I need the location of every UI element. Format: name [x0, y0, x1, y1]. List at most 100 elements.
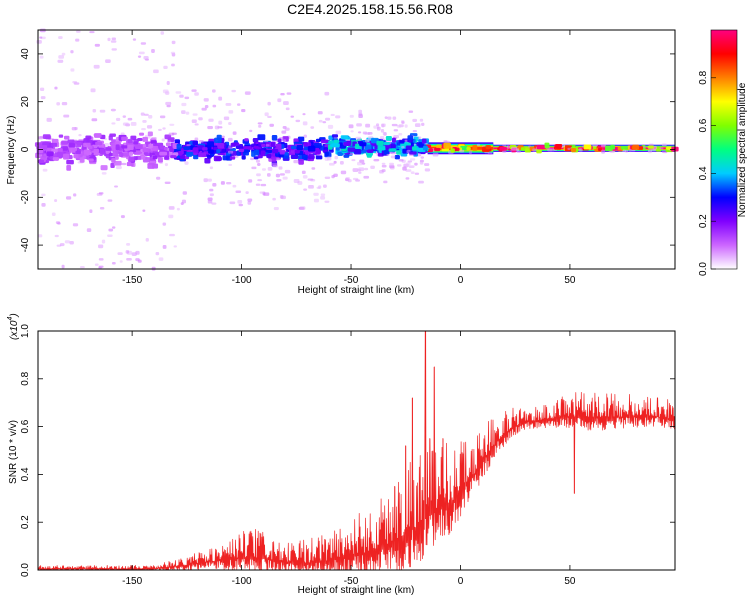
spectrogram-cell — [379, 136, 385, 140]
svg-text:(x104): (x104) — [7, 313, 20, 340]
spectrogram-cell — [111, 139, 116, 143]
spectrogram-cell — [647, 145, 654, 149]
spectrogram-cell — [384, 116, 388, 119]
spectrogram-cell — [404, 124, 408, 128]
spectrogram-cell — [244, 138, 249, 142]
spectrogram-cell — [373, 158, 380, 162]
spectrogram-cell — [259, 191, 264, 194]
spectrogram-cell — [281, 130, 287, 134]
spectrogram-cell — [272, 197, 276, 201]
spectrogram-cell — [295, 119, 301, 123]
spectrogram-cell — [133, 141, 139, 145]
spectrogram-cell — [365, 123, 371, 128]
spectrogram-cell — [207, 197, 213, 201]
spectrogram-y-tick-label: -20 — [20, 190, 31, 205]
spectrogram-heatmap — [34, 28, 679, 271]
spectrogram-cell — [101, 239, 106, 244]
spectrogram-cell — [135, 144, 143, 150]
spectrogram-cell — [339, 161, 344, 165]
spectrogram-y-tick-label: 0 — [20, 146, 31, 152]
spectrogram-cell — [661, 143, 667, 147]
spectrogram-cell — [70, 50, 74, 54]
spectrogram-cell — [632, 144, 640, 150]
spectrogram-cell — [260, 183, 267, 187]
spectrogram-cell — [335, 147, 340, 151]
spectrogram-cell — [597, 147, 602, 151]
spectrogram-cell — [57, 148, 63, 153]
spectrogram-cell — [208, 118, 214, 122]
spectrogram-cell — [407, 160, 413, 163]
spectrogram-cell — [214, 125, 220, 130]
spectrogram-cell — [351, 159, 356, 162]
spectrogram-cell — [57, 59, 64, 63]
spectrogram-cell — [284, 127, 290, 131]
spectrogram-cell — [41, 193, 46, 197]
spectrogram-cell — [61, 140, 69, 145]
spectrogram-cell — [204, 157, 211, 164]
spectrogram-cell — [335, 115, 341, 119]
spectrogram-cell — [75, 30, 81, 33]
spectrogram-cell — [396, 150, 401, 155]
spectrogram-cell — [236, 103, 241, 106]
spectrogram-cell — [302, 175, 308, 179]
spectrogram-cell — [39, 55, 44, 59]
spectrogram-cell — [148, 143, 154, 148]
spectrogram-cell — [388, 151, 393, 155]
spectrogram-cell — [212, 89, 216, 93]
spectrogram-cell — [267, 101, 271, 106]
spectrogram-cell — [429, 148, 434, 153]
spectrogram-cell — [666, 146, 672, 150]
spectrogram-cell — [241, 109, 246, 113]
spectrogram-cell — [370, 165, 375, 169]
spectrogram-cell — [143, 113, 149, 116]
colorbar-tick-label: 0.6 — [698, 118, 709, 132]
spectrogram-cell — [108, 228, 114, 232]
spectrogram-cell — [108, 153, 114, 157]
spectrogram-cell — [302, 113, 306, 116]
spectrogram-cell — [212, 104, 217, 108]
spectrogram-cell — [192, 140, 199, 146]
spectrogram-cell — [485, 144, 491, 150]
spectrogram-cell — [243, 146, 252, 150]
spectrogram-cell — [110, 142, 116, 147]
spectrogram-cell — [73, 82, 80, 85]
spectrogram-cell — [380, 129, 385, 133]
spectrogram-cell — [41, 145, 48, 150]
spectrogram-cell — [140, 42, 147, 45]
spectrogram-cell — [98, 265, 104, 268]
spectrogram-cell — [232, 142, 240, 146]
spectrogram-cell — [296, 145, 303, 151]
spectrogram-cell — [237, 199, 243, 204]
snr-y-multiplier-base: (x10 — [9, 320, 20, 340]
spectrogram-cell — [115, 144, 120, 151]
spectrogram-cell — [276, 143, 282, 149]
spectrogram-cell — [271, 162, 278, 167]
spectrogram-cell — [159, 115, 166, 119]
spectrogram-cell — [391, 123, 398, 127]
spectrogram-y-ticks: -40 -20 0 20 40 — [20, 48, 675, 252]
spectrogram-cell — [91, 118, 98, 122]
spectrogram-cell — [303, 142, 312, 147]
spectrogram-cell — [194, 92, 199, 96]
spectrogram-cell — [409, 158, 416, 161]
spectrogram-cell — [52, 157, 60, 161]
spectrogram-cell — [109, 133, 116, 137]
spectrogram-cell — [436, 144, 442, 149]
spectrogram-cell — [55, 151, 63, 158]
spectrogram-cell — [285, 107, 290, 111]
spectrogram-cell — [164, 163, 168, 167]
spectrogram-cell — [138, 132, 145, 136]
spectrogram-cell — [257, 122, 263, 125]
spectrogram-cell — [168, 206, 175, 210]
spectrogram-cell — [466, 146, 471, 151]
spectrogram-cell — [168, 214, 174, 219]
spectrogram-cell — [138, 51, 145, 55]
spectrogram-cell — [94, 133, 102, 138]
spectrogram-cell — [111, 226, 116, 229]
spectrogram-cell — [42, 134, 51, 140]
spectrogram-cell — [387, 116, 392, 120]
spectrogram-cell — [396, 164, 402, 167]
spectrogram-cell — [277, 138, 282, 143]
spectrogram-cell — [228, 121, 232, 126]
spectrogram-cell — [115, 117, 121, 122]
